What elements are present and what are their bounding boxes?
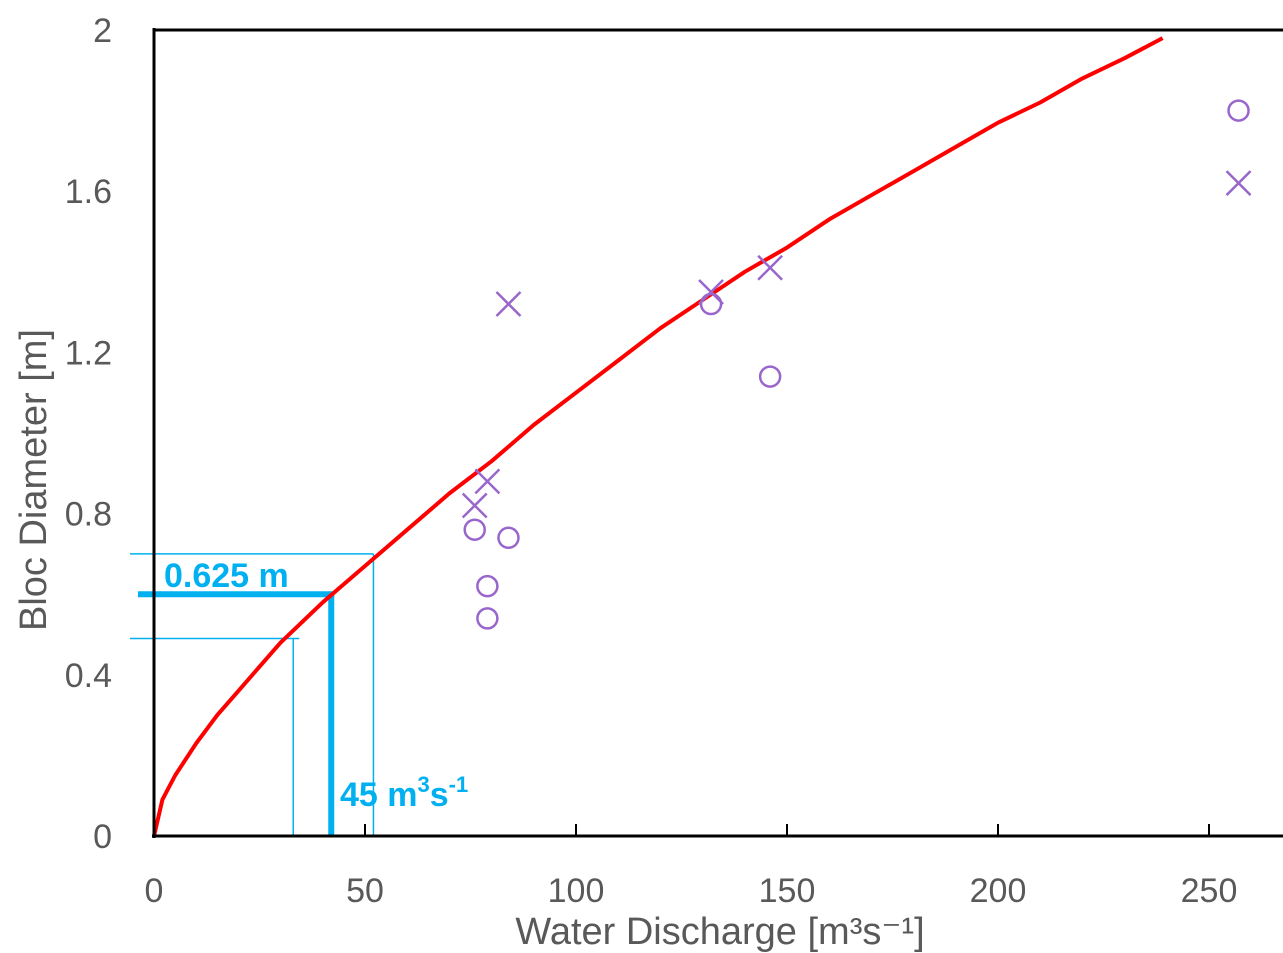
x-tick-label: 250 xyxy=(1181,872,1238,910)
x-tick-label: 50 xyxy=(346,872,384,910)
y-axis-ticks: 0 0.4 0.8 1.2 1.6 2 xyxy=(65,12,112,856)
circle-marker-point xyxy=(497,526,520,550)
x-tick-label: 150 xyxy=(759,872,816,910)
circle-marker-point xyxy=(463,518,486,541)
circle-marker-point xyxy=(758,365,782,388)
x-tick-label: 0 xyxy=(145,872,164,910)
x-tick-label: 100 xyxy=(548,872,605,910)
y-tick-label: 0.8 xyxy=(65,496,112,534)
x-marker-point xyxy=(757,254,784,281)
circle-marker-point xyxy=(1227,99,1250,122)
y-tick-label: 1.2 xyxy=(65,334,112,372)
x-marker-point xyxy=(474,468,501,495)
x-marker-point xyxy=(495,291,522,317)
fit-curve xyxy=(152,36,1164,837)
discharge-annotation: 45 m3s-1 xyxy=(340,772,468,814)
x-axis-title: Water Discharge [m³s⁻¹] xyxy=(515,911,924,953)
y-tick-label: 0 xyxy=(93,818,112,856)
y-tick-label: 0.4 xyxy=(65,657,112,695)
y-tick-label: 1.6 xyxy=(65,173,112,211)
circle-marker-point xyxy=(476,607,499,630)
x-marker-point xyxy=(1225,170,1252,197)
circle-marker-point xyxy=(699,292,723,316)
y-axis-title: Bloc Diameter [m] xyxy=(13,329,55,631)
x-tick-label: 200 xyxy=(970,872,1027,910)
data-points xyxy=(461,99,1252,630)
annotation-guides xyxy=(130,553,375,836)
y-tick-label: 2 xyxy=(93,12,112,50)
discharge-annotation-sup1: 3 xyxy=(418,772,430,797)
fit-curve-line xyxy=(152,36,1164,837)
circle-marker-point xyxy=(476,574,499,598)
discharge-annotation-sup2: -1 xyxy=(449,772,469,797)
diameter-annotation: 0.625 m xyxy=(164,557,289,595)
discharge-annotation-base: 45 m xyxy=(340,776,418,814)
x-marker-point xyxy=(461,492,488,519)
discharge-annotation-mid: s xyxy=(430,776,449,814)
x-axis-ticks: 0 50 100 150 200 250 xyxy=(145,824,1238,910)
